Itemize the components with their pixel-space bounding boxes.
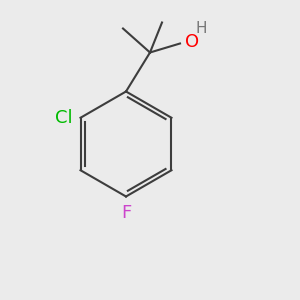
Text: H: H — [196, 21, 207, 36]
Text: Cl: Cl — [56, 109, 73, 127]
Text: F: F — [121, 204, 131, 222]
Text: O: O — [184, 33, 199, 51]
